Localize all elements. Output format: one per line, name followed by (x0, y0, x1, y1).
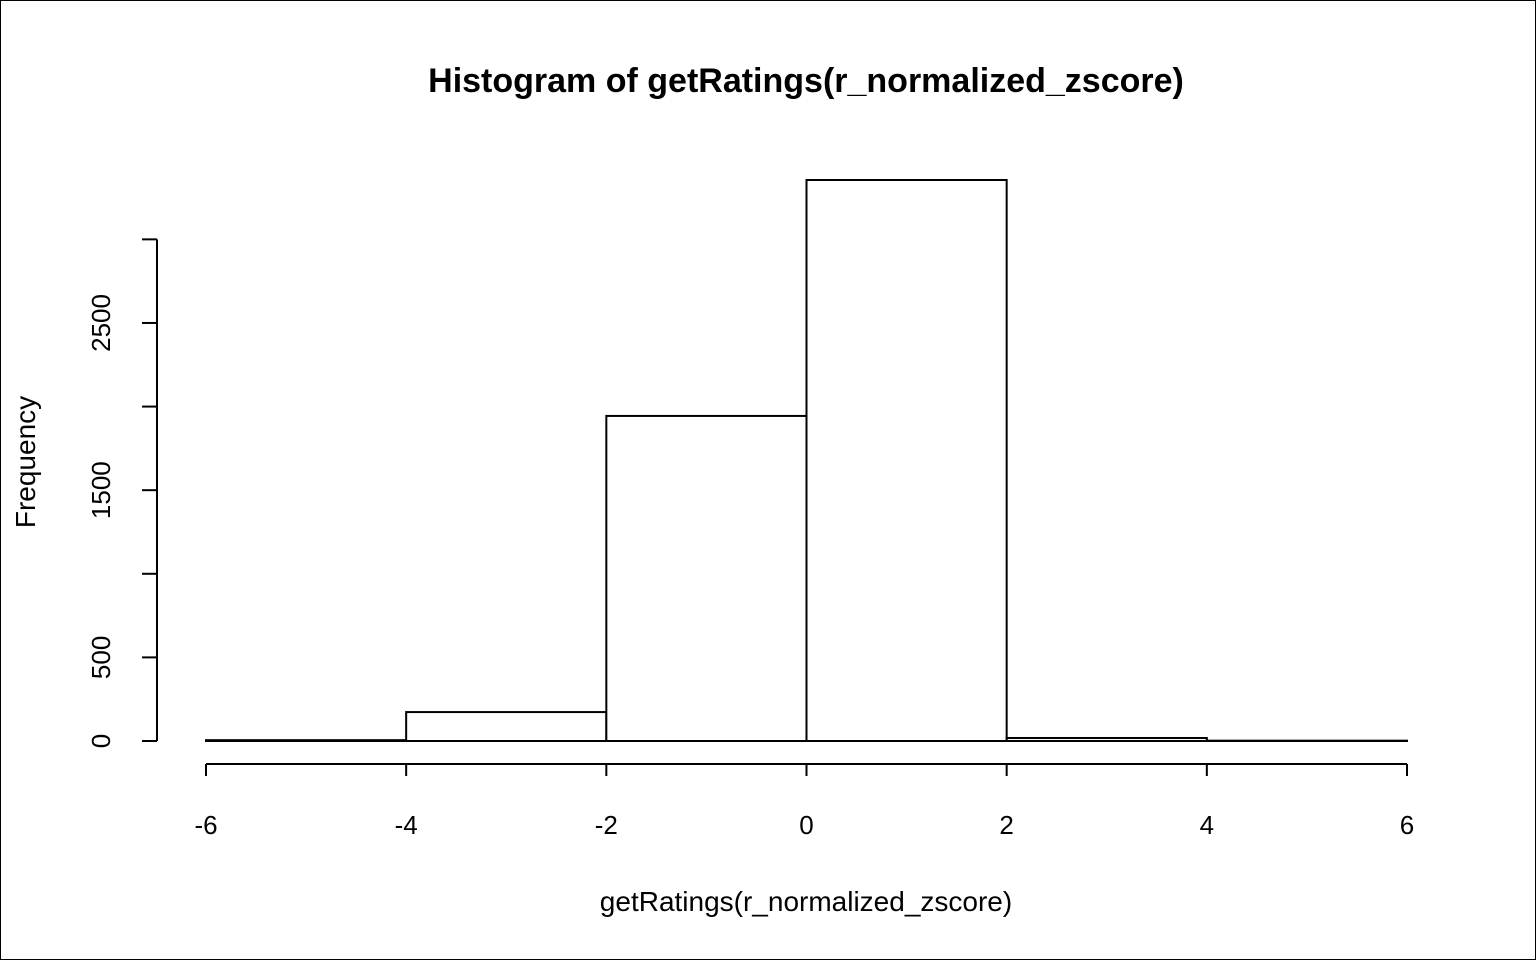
chart-title: Histogram of getRatings(r_normalized_zsc… (428, 62, 1184, 100)
y-axis-label: Frequency (10, 396, 41, 528)
x-tick-label: 6 (1400, 810, 1414, 840)
x-tick-label: -4 (395, 810, 418, 840)
y-tick-label: 2500 (86, 294, 116, 352)
bar (206, 740, 406, 741)
x-tick-label: 4 (1200, 810, 1214, 840)
x-tick-label: 2 (999, 810, 1013, 840)
y-tick-label: 1500 (86, 461, 116, 519)
y-tick-label: 500 (86, 636, 116, 679)
x-axis-label: getRatings(r_normalized_zscore) (600, 886, 1012, 917)
y-tick-label: 0 (86, 734, 116, 748)
x-tick-label: -2 (595, 810, 618, 840)
x-tick-label: -6 (194, 810, 217, 840)
bar (606, 416, 806, 741)
bar (1007, 738, 1207, 741)
bar (406, 712, 606, 741)
bar (807, 180, 1007, 741)
x-tick-label: 0 (799, 810, 813, 840)
